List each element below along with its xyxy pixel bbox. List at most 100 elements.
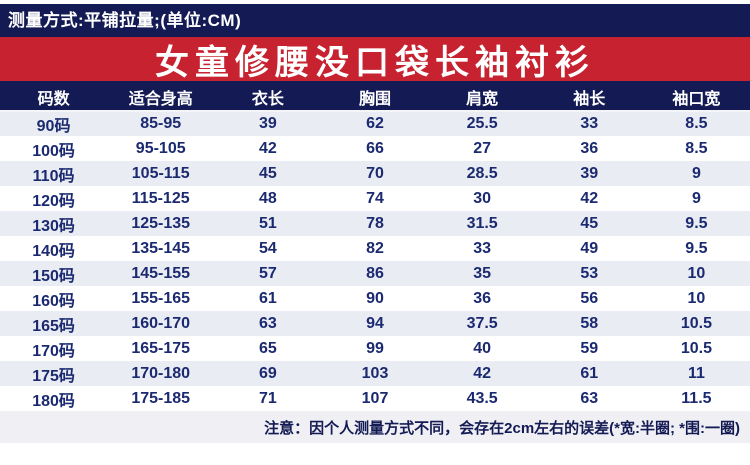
table-row: 110码 105-115 45 70 28.5 39 9 [0, 161, 750, 186]
table-row: 180码 175-185 71 107 43.5 63 11.5 [0, 386, 750, 411]
table-cell: 25.5 [428, 111, 536, 136]
table-cell: 42 [535, 186, 643, 211]
measurement-method-bar: 测量方式:平铺拉量;(单位:CM) [0, 4, 750, 37]
table-cell: 71 [214, 386, 322, 411]
table-cell: 74 [321, 186, 429, 211]
table-cell: 39 [214, 111, 322, 136]
table-row: 120码 115-125 48 74 30 42 9 [0, 186, 750, 211]
table-cell: 66 [321, 136, 429, 161]
table-cell: 175码 [0, 361, 108, 386]
table-cell: 85-95 [107, 111, 215, 136]
size-table: 码数 适合身高 衣长 胸围 肩宽 袖长 袖口宽 90码 85-95 39 62 25.5… [0, 83, 750, 411]
table-cell: 145-155 [107, 261, 215, 286]
table-cell: 115-125 [107, 186, 215, 211]
table-cell: 33 [428, 236, 536, 261]
table-cell: 150码 [0, 261, 108, 286]
table-cell: 28.5 [428, 161, 536, 186]
table-cell: 103 [321, 361, 429, 386]
table-cell: 36 [535, 136, 643, 161]
table-cell: 140码 [0, 236, 108, 261]
header-shoulder: 肩宽 [428, 83, 536, 112]
table-cell: 130码 [0, 211, 108, 236]
table-row: 175码 170-180 69 103 42 61 11 [0, 361, 750, 386]
table-row: 130码 125-135 51 78 31.5 45 9.5 [0, 211, 750, 236]
table-cell: 45 [214, 161, 322, 186]
table-cell: 95-105 [107, 136, 215, 161]
size-table-header: 码数 适合身高 衣长 胸围 肩宽 袖长 袖口宽 [0, 83, 750, 112]
table-cell: 53 [535, 261, 643, 286]
table-cell: 56 [535, 286, 643, 311]
table-cell: 39 [535, 161, 643, 186]
table-cell: 10 [642, 286, 750, 311]
table-cell: 170-180 [107, 361, 215, 386]
header-row: 码数 适合身高 衣长 胸围 肩宽 袖长 袖口宽 [0, 83, 750, 112]
table-cell: 61 [214, 286, 322, 311]
table-cell: 45 [535, 211, 643, 236]
table-cell: 61 [535, 361, 643, 386]
table-cell: 58 [535, 311, 643, 336]
table-cell: 70 [321, 161, 429, 186]
table-cell: 94 [321, 311, 429, 336]
table-row: 170码 165-175 65 99 40 59 10.5 [0, 336, 750, 361]
table-cell: 49 [535, 236, 643, 261]
table-cell: 8.5 [642, 136, 750, 161]
table-cell: 27 [428, 136, 536, 161]
table-cell: 165码 [0, 311, 108, 336]
bottom-white-strip [0, 443, 750, 465]
note-bar: 注意：因个人测量方式不同，会存在2cm左右的误差(*宽:半圈; *围:一圈) [0, 411, 750, 443]
table-cell: 10.5 [642, 336, 750, 361]
table-cell: 107 [321, 386, 429, 411]
table-row: 160码 155-165 61 90 36 56 10 [0, 286, 750, 311]
table-cell: 135-145 [107, 236, 215, 261]
table-cell: 63 [535, 386, 643, 411]
table-row: 100码 95-105 42 66 27 36 8.5 [0, 136, 750, 161]
table-row: 140码 135-145 54 82 33 49 9.5 [0, 236, 750, 261]
table-cell: 82 [321, 236, 429, 261]
header-garment-length: 衣长 [214, 83, 322, 112]
table-cell: 9.5 [642, 211, 750, 236]
table-cell: 59 [535, 336, 643, 361]
table-cell: 105-115 [107, 161, 215, 186]
table-cell: 110码 [0, 161, 108, 186]
header-size: 码数 [0, 83, 108, 112]
table-cell: 99 [321, 336, 429, 361]
table-cell: 90码 [0, 111, 108, 136]
table-cell: 9.5 [642, 236, 750, 261]
table-cell: 160-170 [107, 311, 215, 336]
table-cell: 175-185 [107, 386, 215, 411]
header-height-range: 适合身高 [107, 83, 215, 112]
table-cell: 86 [321, 261, 429, 286]
table-cell: 43.5 [428, 386, 536, 411]
table-row: 90码 85-95 39 62 25.5 33 8.5 [0, 111, 750, 136]
table-cell: 78 [321, 211, 429, 236]
table-cell: 180码 [0, 386, 108, 411]
table-cell: 42 [214, 136, 322, 161]
table-cell: 62 [321, 111, 429, 136]
size-table-body: 90码 85-95 39 62 25.5 33 8.5 100码 95-105 42 66 27 36 8… [0, 111, 750, 411]
table-cell: 51 [214, 211, 322, 236]
table-cell: 170码 [0, 336, 108, 361]
table-cell: 37.5 [428, 311, 536, 336]
table-cell: 100码 [0, 136, 108, 161]
table-cell: 9 [642, 186, 750, 211]
top-white-strip [0, 0, 750, 4]
table-cell: 31.5 [428, 211, 536, 236]
table-cell: 165-175 [107, 336, 215, 361]
table-cell: 40 [428, 336, 536, 361]
header-chest: 胸围 [321, 83, 429, 112]
table-cell: 160码 [0, 286, 108, 311]
table-cell: 125-135 [107, 211, 215, 236]
table-cell: 155-165 [107, 286, 215, 311]
table-cell: 65 [214, 336, 322, 361]
table-cell: 69 [214, 361, 322, 386]
table-cell: 36 [428, 286, 536, 311]
table-row: 150码 145-155 57 86 35 53 10 [0, 261, 750, 286]
table-cell: 48 [214, 186, 322, 211]
table-cell: 33 [535, 111, 643, 136]
table-cell: 11.5 [642, 386, 750, 411]
table-cell: 57 [214, 261, 322, 286]
table-row: 165码 160-170 63 94 37.5 58 10.5 [0, 311, 750, 336]
table-cell: 90 [321, 286, 429, 311]
table-cell: 35 [428, 261, 536, 286]
